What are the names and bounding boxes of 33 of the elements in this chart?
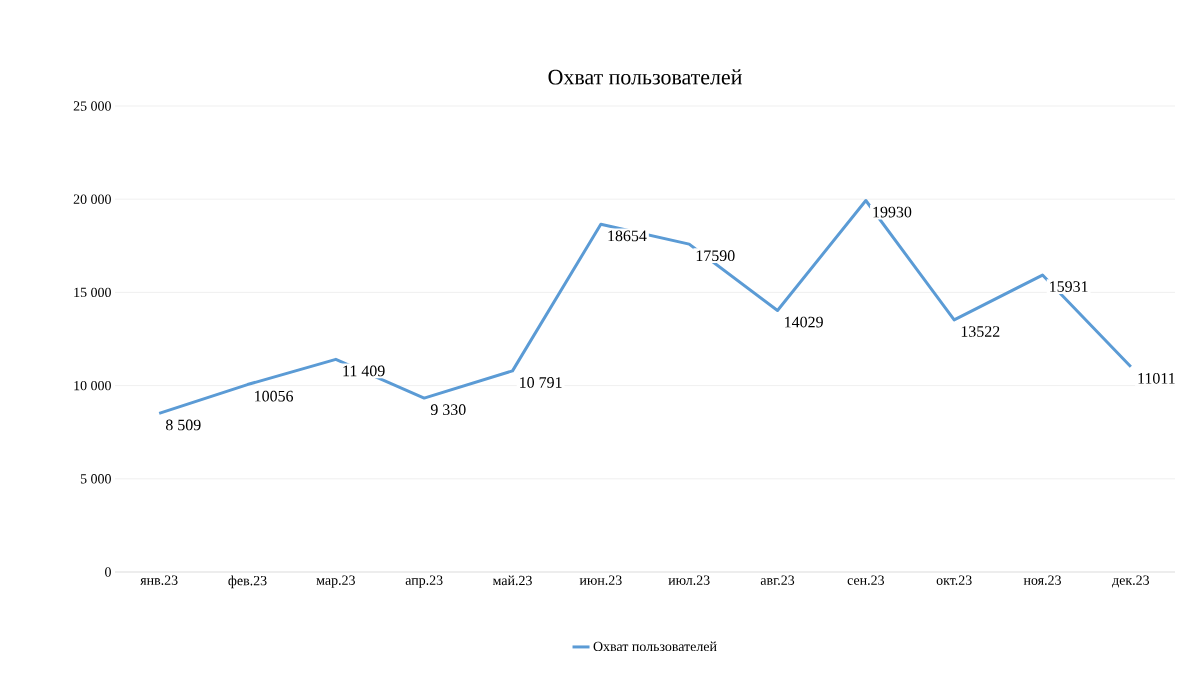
x-tick-label: апр.23	[405, 575, 443, 588]
data-label: 9 330	[430, 404, 466, 416]
legend-label: Охват пользователей	[593, 641, 717, 652]
chart-title: Охват пользователей	[548, 69, 742, 85]
x-tick-label: сен.23	[847, 575, 885, 585]
x-tick-label: авг.23	[760, 575, 795, 585]
data-label: 11011	[1138, 372, 1175, 384]
y-tick-label: 20 000	[73, 194, 111, 204]
y-tick-label: 15 000	[74, 287, 111, 298]
x-tick-label: янв.23	[140, 575, 178, 585]
data-label: 19930	[873, 206, 912, 218]
data-label: 13522	[961, 326, 1000, 337]
x-tick-label: июн.23	[579, 575, 622, 585]
x-tick-label: дек.23	[1112, 575, 1150, 588]
y-tick-label: 5 000	[80, 474, 111, 484]
x-tick-label: мар.23	[316, 575, 355, 588]
data-label: 17590	[696, 250, 735, 262]
data-label: 14029	[785, 316, 823, 328]
y-tick-label: 10 000	[74, 380, 111, 391]
y-tick-label: 25 000	[73, 101, 111, 111]
y-tick-label: 0	[105, 567, 111, 577]
x-tick-label: ноя.23	[1023, 575, 1061, 585]
data-label: 18654	[608, 230, 647, 242]
data-label: 11 409	[343, 365, 385, 377]
data-label: 10056	[255, 390, 294, 402]
data-label: 8 509	[165, 419, 201, 431]
data-label: 10 791	[520, 377, 562, 388]
x-tick-label: май.23	[492, 575, 532, 586]
x-tick-label: окт.23	[936, 575, 972, 585]
line-series	[157, 199, 1133, 415]
data-label: 15931	[1050, 281, 1088, 292]
x-tick-label: фев.23	[228, 575, 267, 589]
x-tick-label: июл.23	[668, 575, 710, 585]
